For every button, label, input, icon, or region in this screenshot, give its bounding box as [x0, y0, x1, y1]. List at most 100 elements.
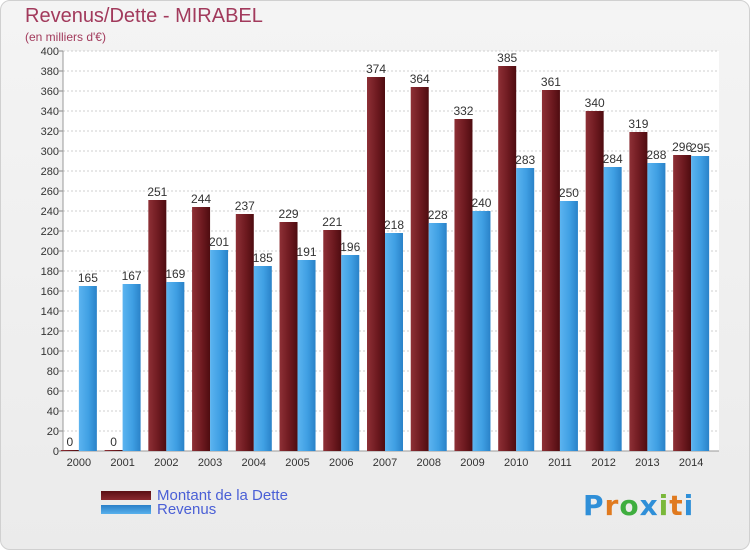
x-tick-label: 2002 [154, 457, 178, 469]
data-label-dette: 364 [410, 72, 430, 86]
data-label-revenus: 169 [165, 267, 185, 281]
data-label-revenus: 218 [384, 218, 404, 232]
data-label-dette: 229 [279, 207, 299, 221]
logo-letter: t [669, 489, 684, 522]
data-label-revenus: 201 [209, 235, 229, 249]
bar-revenus [78, 286, 97, 451]
bar-revenus [210, 250, 229, 451]
bar-revenus [472, 211, 491, 451]
data-label-revenus: 250 [559, 186, 579, 200]
data-label-dette: 374 [366, 62, 386, 76]
data-label-revenus: 295 [690, 141, 710, 155]
bar-dette [192, 207, 211, 451]
x-tick-label: 2012 [591, 457, 615, 469]
x-tick-label: 2001 [110, 457, 134, 469]
bar-dette [410, 87, 429, 451]
data-label-dette: 0 [67, 435, 74, 449]
x-tick-label: 2003 [198, 457, 222, 469]
data-label-revenus: 167 [122, 269, 142, 283]
bar-revenus [385, 233, 403, 451]
y-tick-label: 300 [41, 146, 59, 158]
x-tick-label: 2009 [460, 457, 484, 469]
data-label-dette: 221 [322, 215, 342, 229]
data-label-revenus: 165 [78, 271, 98, 285]
bar-revenus [559, 201, 578, 451]
data-label-dette: 296 [672, 140, 692, 154]
bar-revenus [647, 163, 666, 451]
y-tick-label: 340 [41, 106, 59, 118]
bar-revenus [166, 282, 185, 451]
y-tick-label: 200 [41, 246, 59, 258]
data-label-revenus: 288 [646, 148, 666, 162]
y-tick-label: 360 [41, 86, 59, 98]
bar-dette [323, 230, 342, 451]
data-label-revenus: 191 [297, 245, 317, 259]
logo-letter: P [583, 489, 605, 522]
y-tick-label: 180 [41, 266, 59, 278]
bar-dette [367, 77, 385, 451]
y-tick-label: 100 [41, 346, 59, 358]
bar-dette [454, 119, 473, 451]
y-tick-label: 40 [47, 406, 59, 418]
data-label-dette: 340 [585, 96, 605, 110]
bar-dette [629, 132, 648, 451]
legend-label-revenus: Revenus [157, 500, 217, 518]
bar-dette [585, 111, 604, 451]
bar-revenus [122, 284, 141, 451]
y-tick-label: 400 [41, 46, 59, 58]
bar-dette [673, 155, 692, 451]
y-tick-label: 240 [41, 206, 59, 218]
y-tick-label: 380 [41, 66, 59, 78]
y-tick-label: 280 [41, 166, 59, 178]
bar-dette [235, 214, 254, 451]
x-tick-label: 2007 [373, 457, 397, 469]
y-tick-label: 160 [41, 286, 59, 298]
x-tick-label: 2010 [504, 457, 528, 469]
data-label-dette: 319 [628, 117, 648, 131]
logo-letter: o [619, 489, 640, 522]
data-label-revenus: 185 [253, 251, 273, 265]
bar-revenus [297, 260, 316, 451]
data-label-revenus: 228 [428, 208, 448, 222]
bar-dette [60, 450, 79, 451]
y-tick-label: 0 [53, 446, 59, 458]
data-label-dette: 332 [453, 104, 473, 118]
y-tick-label: 80 [47, 366, 59, 378]
logo-letter: x [639, 489, 659, 522]
bar-revenus [341, 255, 360, 451]
x-tick-label: 2011 [548, 457, 572, 469]
bar-revenus [428, 223, 447, 451]
bar-revenus [603, 167, 622, 451]
y-tick-label: 20 [47, 426, 59, 438]
proxiti-logo: Proxiti [583, 489, 694, 522]
bar-revenus [516, 168, 535, 451]
data-label-revenus: 284 [603, 152, 623, 166]
data-label-dette: 251 [147, 185, 167, 199]
data-label-revenus: 240 [471, 196, 491, 210]
data-label-dette: 244 [191, 192, 211, 206]
chart-title: Revenus/Dette - MIRABEL [25, 5, 263, 27]
data-label-revenus: 196 [340, 240, 360, 254]
legend-item-revenus: Revenus [101, 500, 217, 518]
logo-letter: i [683, 489, 695, 522]
legend-label-dette: Montant de la Dette [157, 486, 288, 504]
bar-revenus [253, 266, 272, 451]
x-tick-label: 2014 [679, 457, 703, 469]
bar-dette [498, 66, 517, 451]
data-label-dette: 0 [110, 435, 117, 449]
logo-letter: i [658, 489, 670, 522]
x-tick-label: 2013 [635, 457, 659, 469]
legend-swatch-revenus [101, 504, 151, 514]
y-tick-label: 220 [41, 226, 59, 238]
x-tick-label: 2006 [329, 457, 353, 469]
logo-letter: r [604, 489, 620, 522]
bar-dette [541, 90, 560, 451]
y-tick-label: 260 [41, 186, 59, 198]
data-label-dette: 361 [541, 75, 561, 89]
bar-dette [104, 450, 123, 451]
y-tick-label: 140 [41, 306, 59, 318]
chart-subtitle: (en milliers d'€) [25, 30, 106, 44]
y-tick-label: 320 [41, 126, 59, 138]
